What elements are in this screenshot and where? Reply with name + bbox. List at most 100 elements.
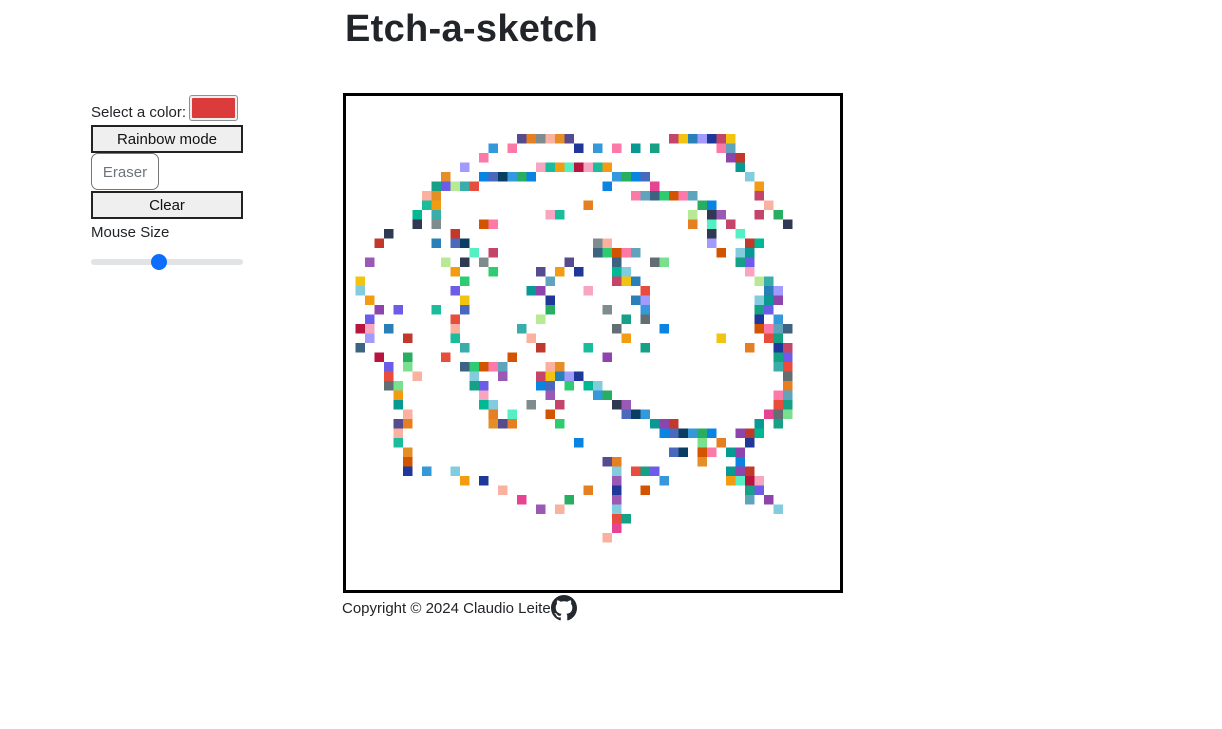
painted-cell[interactable] [545, 305, 556, 315]
painted-cell[interactable] [555, 210, 565, 220]
painted-cell[interactable] [365, 257, 375, 268]
painted-cell[interactable] [564, 162, 575, 173]
painted-cell[interactable] [745, 466, 755, 477]
painted-cell[interactable] [583, 343, 594, 353]
painted-cell[interactable] [479, 172, 489, 182]
painted-cell[interactable] [450, 286, 461, 296]
painted-cell[interactable] [384, 381, 394, 391]
painted-cell[interactable] [469, 381, 480, 391]
painted-cell[interactable] [640, 172, 651, 182]
painted-cell[interactable] [460, 305, 470, 315]
painted-cell[interactable] [650, 181, 660, 192]
painted-cell[interactable] [450, 466, 461, 477]
painted-cell[interactable] [431, 191, 442, 201]
painted-cell[interactable] [754, 295, 765, 306]
painted-cell[interactable] [393, 428, 404, 439]
painted-cell[interactable] [735, 447, 746, 458]
painted-cell[interactable] [773, 286, 784, 296]
painted-cell[interactable] [602, 181, 613, 192]
painted-cell[interactable] [384, 229, 394, 239]
painted-cell[interactable] [517, 134, 527, 144]
painted-cell[interactable] [450, 181, 461, 192]
painted-cell[interactable] [640, 409, 651, 420]
painted-cell[interactable] [545, 295, 556, 306]
painted-cell[interactable] [517, 172, 527, 182]
painted-cell[interactable] [555, 162, 565, 173]
painted-cell[interactable] [450, 267, 461, 277]
painted-cell[interactable] [659, 257, 670, 268]
painted-cell[interactable] [593, 143, 603, 154]
painted-cell[interactable] [621, 276, 632, 287]
painted-cell[interactable] [479, 390, 489, 401]
painted-cell[interactable] [669, 428, 679, 439]
painted-cell[interactable] [688, 428, 698, 439]
painted-cell[interactable] [412, 371, 423, 382]
painted-cell[interactable] [526, 400, 537, 410]
painted-cell[interactable] [621, 248, 632, 258]
painted-cell[interactable] [707, 229, 717, 239]
painted-cell[interactable] [697, 428, 708, 439]
painted-cell[interactable] [469, 371, 480, 382]
painted-cell[interactable] [431, 305, 442, 315]
painted-cell[interactable] [640, 305, 651, 315]
painted-cell[interactable] [716, 143, 727, 154]
painted-cell[interactable] [536, 162, 546, 173]
painted-cell[interactable] [783, 362, 793, 372]
painted-cell[interactable] [460, 476, 470, 486]
painted-cell[interactable] [621, 267, 632, 277]
painted-cell[interactable] [659, 419, 670, 429]
painted-cell[interactable] [745, 495, 755, 505]
painted-cell[interactable] [431, 181, 442, 192]
painted-cell[interactable] [555, 504, 565, 515]
painted-cell[interactable] [726, 153, 736, 163]
painted-cell[interactable] [716, 134, 727, 144]
painted-cell[interactable] [688, 210, 698, 220]
painted-cell[interactable] [640, 466, 651, 477]
painted-cell[interactable] [659, 476, 670, 486]
painted-cell[interactable] [754, 485, 765, 496]
painted-cell[interactable] [574, 371, 584, 382]
painted-cell[interactable] [536, 381, 546, 391]
painted-cell[interactable] [403, 457, 413, 467]
painted-cell[interactable] [612, 476, 622, 486]
painted-cell[interactable] [745, 438, 755, 448]
painted-cell[interactable] [545, 362, 556, 372]
painted-cell[interactable] [745, 257, 755, 268]
color-picker[interactable] [189, 95, 239, 121]
painted-cell[interactable] [536, 134, 546, 144]
painted-cell[interactable] [631, 191, 641, 201]
painted-cell[interactable] [488, 267, 499, 277]
painted-cell[interactable] [526, 286, 537, 296]
painted-cell[interactable] [422, 466, 432, 477]
painted-cell[interactable] [659, 428, 670, 439]
painted-cell[interactable] [479, 400, 489, 410]
painted-cell[interactable] [555, 134, 565, 144]
github-icon[interactable] [550, 595, 577, 621]
painted-cell[interactable] [764, 286, 774, 296]
painted-cell[interactable] [507, 409, 518, 420]
painted-cell[interactable] [735, 457, 746, 467]
rainbow-mode-button[interactable]: Rainbow mode [91, 125, 243, 153]
painted-cell[interactable] [640, 343, 651, 353]
painted-cell[interactable] [602, 238, 613, 249]
painted-cell[interactable] [374, 305, 385, 315]
painted-cell[interactable] [735, 466, 746, 477]
painted-cell[interactable] [536, 286, 546, 296]
painted-cell[interactable] [783, 371, 793, 382]
painted-cell[interactable] [669, 134, 679, 144]
painted-cell[interactable] [745, 267, 755, 277]
painted-cell[interactable] [507, 352, 518, 363]
painted-cell[interactable] [469, 181, 480, 192]
painted-cell[interactable] [431, 200, 442, 211]
clear-button[interactable]: Clear [91, 191, 243, 219]
painted-cell[interactable] [365, 324, 375, 334]
painted-cell[interactable] [393, 419, 404, 429]
painted-cell[interactable] [754, 191, 765, 201]
painted-cell[interactable] [536, 314, 546, 325]
painted-cell[interactable] [707, 238, 717, 249]
painted-cell[interactable] [536, 371, 546, 382]
painted-cell[interactable] [612, 172, 622, 182]
painted-cell[interactable] [640, 191, 651, 201]
painted-cell[interactable] [545, 390, 556, 401]
painted-cell[interactable] [631, 248, 641, 258]
